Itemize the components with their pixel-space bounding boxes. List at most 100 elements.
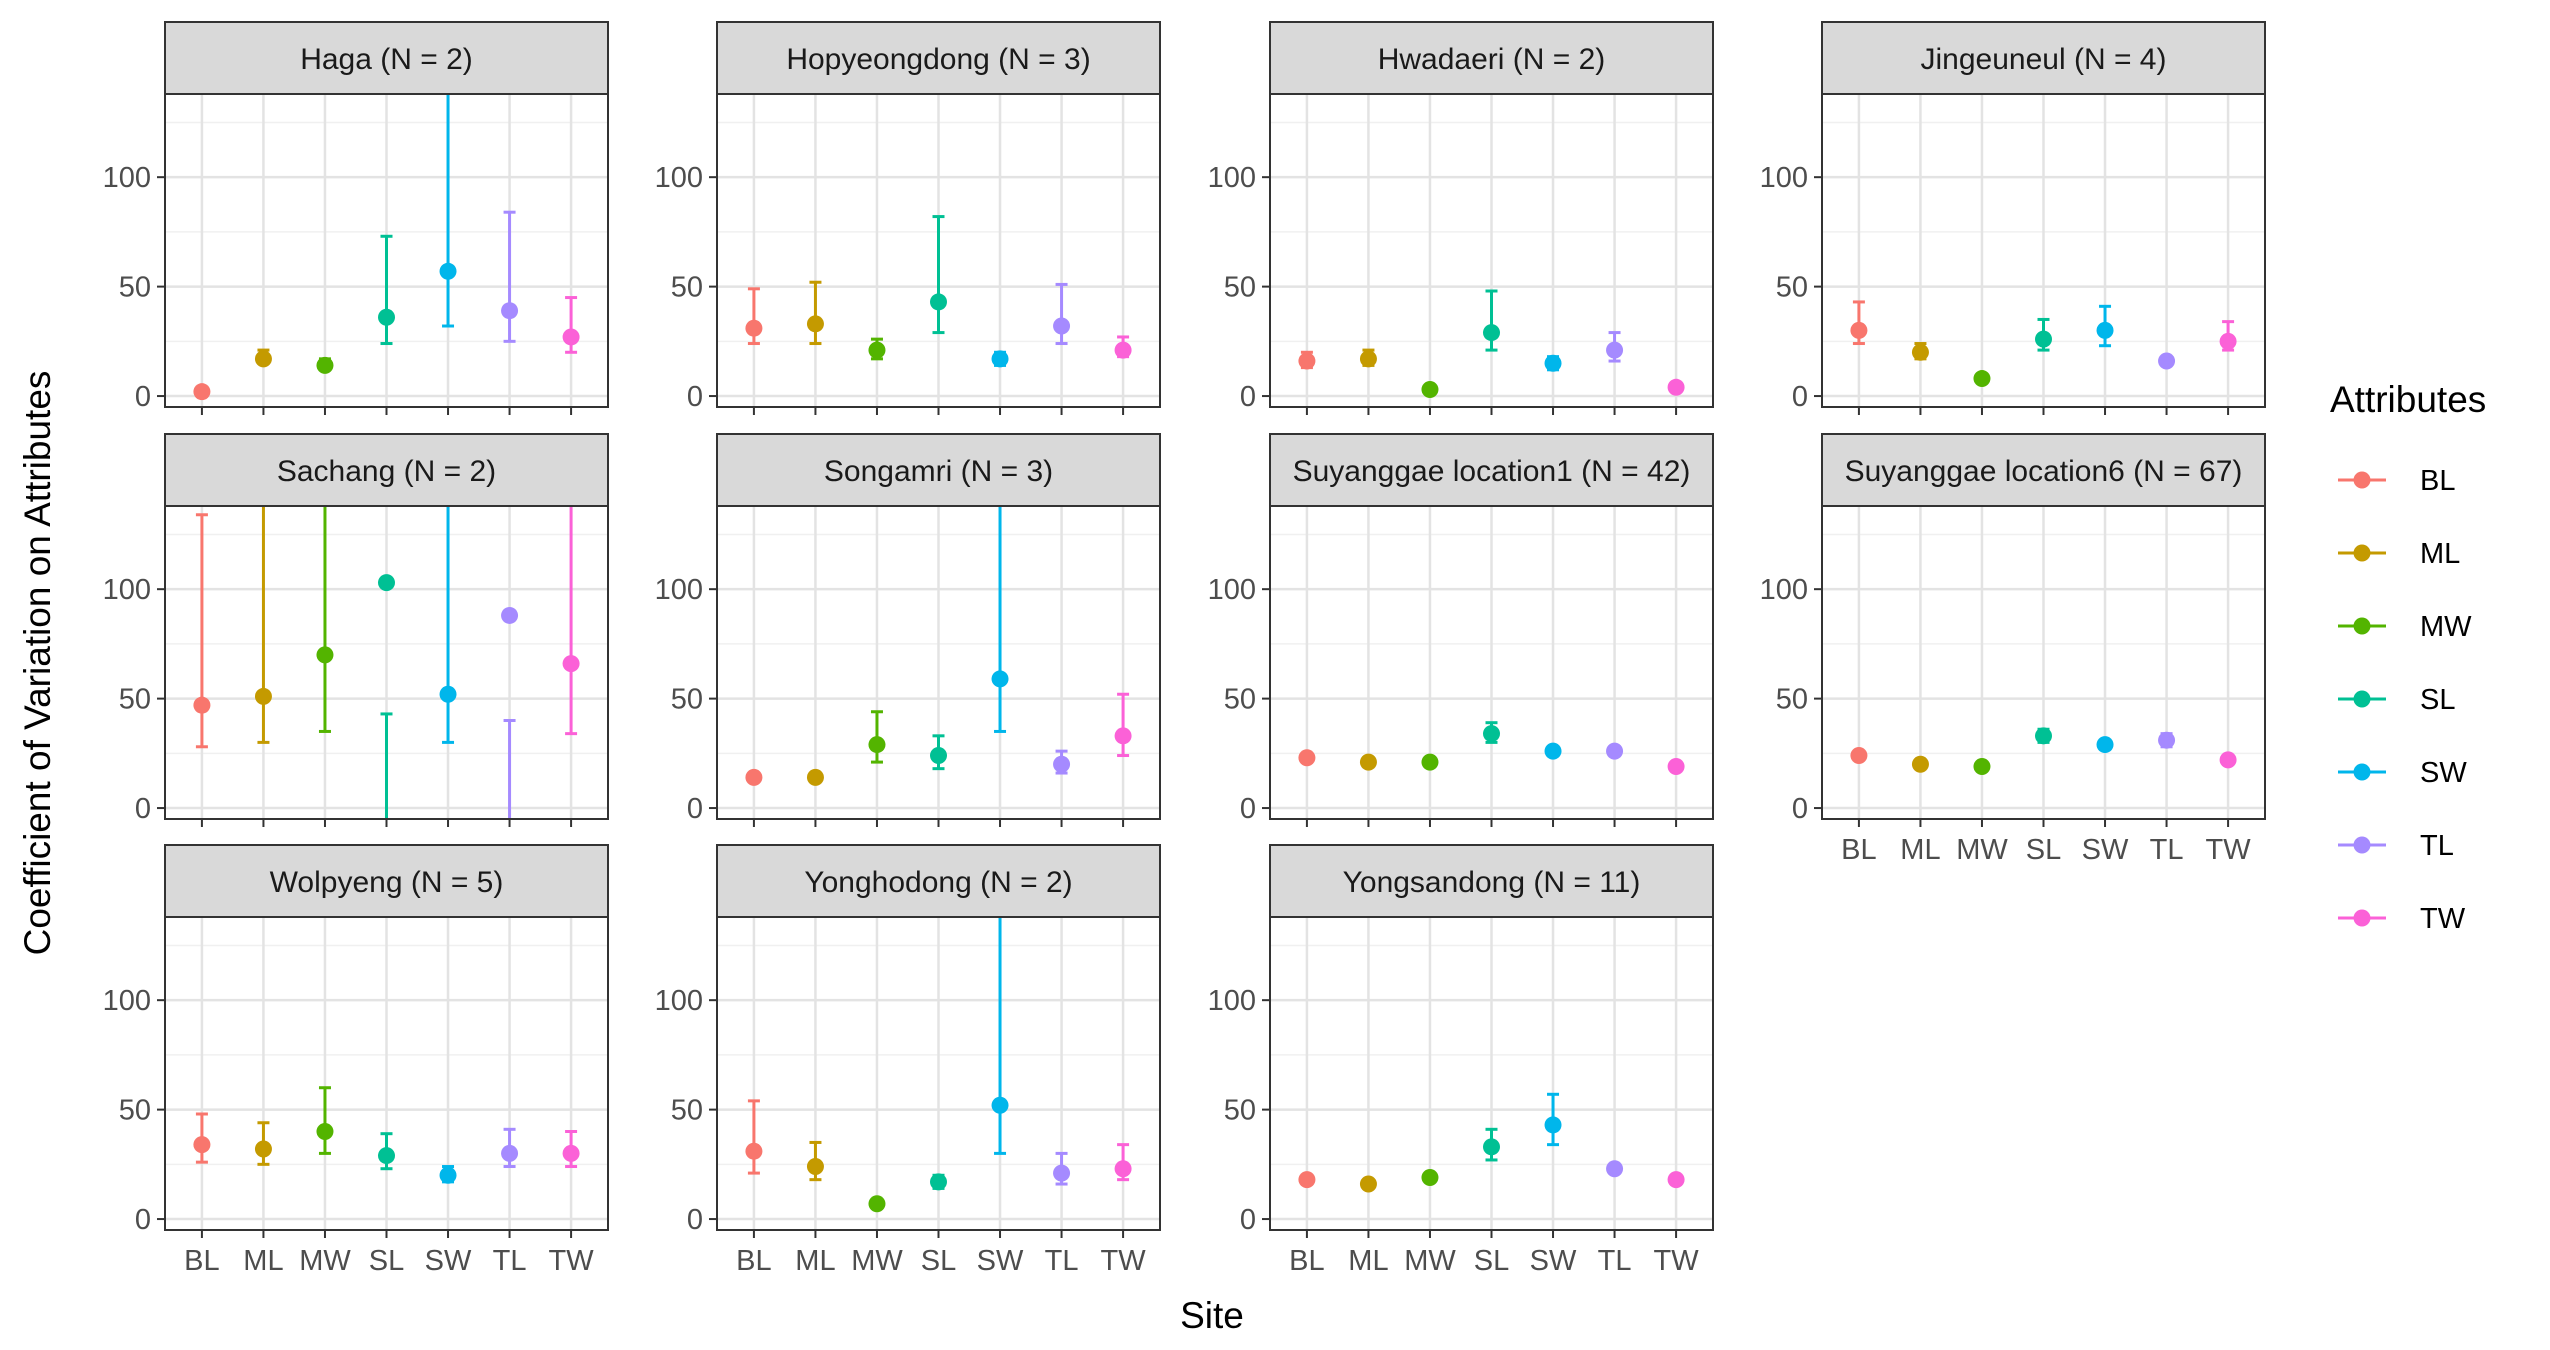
data-point bbox=[806, 315, 824, 333]
legend-label: TW bbox=[2420, 903, 2466, 935]
y-tick-label: 100 bbox=[1760, 162, 1808, 194]
y-tick-label: 100 bbox=[1208, 162, 1256, 194]
data-point bbox=[2035, 727, 2052, 745]
x-tick-label: TW bbox=[549, 1245, 595, 1277]
data-point bbox=[439, 685, 457, 703]
facet-title: Haga (N = 2) bbox=[300, 43, 473, 76]
x-tick-label: TW bbox=[1101, 1245, 1147, 1277]
legend-item: MW bbox=[2338, 611, 2472, 643]
data-layer bbox=[1298, 721, 1685, 775]
facet-title: Songamri (N = 3) bbox=[824, 455, 1053, 488]
facet-strip bbox=[716, 433, 1161, 507]
y-tick-label: 50 bbox=[119, 684, 151, 716]
x-tick-label: ML bbox=[1900, 834, 1940, 866]
data-point bbox=[991, 1096, 1009, 1114]
data-point bbox=[2158, 352, 2176, 370]
facet-strip bbox=[1821, 21, 2266, 95]
x-tick-label: BL bbox=[736, 1245, 771, 1277]
y-tick-label: 100 bbox=[103, 985, 151, 1017]
data-point bbox=[1298, 1171, 1316, 1189]
x-tick-label: BL bbox=[1841, 834, 1876, 866]
data-point bbox=[1973, 757, 1991, 775]
data-point bbox=[2096, 736, 2114, 754]
data-point bbox=[1667, 378, 1685, 396]
legend-item: ML bbox=[2338, 538, 2460, 570]
y-tick-label: 50 bbox=[671, 272, 703, 304]
data-point bbox=[2219, 751, 2237, 769]
data-point bbox=[1850, 321, 1868, 339]
data-point bbox=[1667, 1171, 1685, 1189]
x-tick-label: SW bbox=[977, 1245, 1024, 1277]
legend-item: TW bbox=[2338, 903, 2466, 935]
x-tick-label: TL bbox=[493, 1245, 527, 1277]
data-layer bbox=[1850, 300, 2237, 388]
y-tick-label: 0 bbox=[1792, 793, 1808, 825]
data-point bbox=[991, 670, 1009, 688]
facet-strip bbox=[1269, 21, 1714, 95]
data-point bbox=[868, 1195, 886, 1213]
data-point bbox=[1544, 1116, 1562, 1134]
legend-key-point bbox=[2353, 909, 2371, 927]
data-point bbox=[562, 655, 580, 673]
x-tick-label: SW bbox=[425, 1245, 472, 1277]
data-point bbox=[1053, 755, 1071, 773]
facet-title: Sachang (N = 2) bbox=[277, 455, 496, 488]
y-tick-label: 50 bbox=[671, 1095, 703, 1127]
x-tick-label: SW bbox=[2082, 834, 2129, 866]
y-tick-label: 0 bbox=[135, 1204, 151, 1236]
facet-strip bbox=[1821, 433, 2266, 507]
data-point bbox=[501, 606, 519, 624]
y-tick-label: 100 bbox=[1760, 574, 1808, 606]
data-point bbox=[1606, 742, 1624, 760]
data-point bbox=[193, 696, 211, 714]
data-point bbox=[930, 1173, 947, 1191]
facet-panel: Hopyeongdong (N = 3) 0 50 100 bbox=[655, 21, 1161, 415]
data-layer bbox=[745, 917, 1132, 1213]
legend-key-point bbox=[2353, 471, 2371, 489]
x-tick-label: MW bbox=[1404, 1245, 1456, 1277]
x-tick-label: TL bbox=[1045, 1245, 1079, 1277]
x-tick-label: ML bbox=[1348, 1245, 1388, 1277]
x-tick-label: MW bbox=[1956, 834, 2008, 866]
data-point bbox=[439, 262, 457, 280]
data-point bbox=[254, 350, 272, 368]
data-point bbox=[501, 302, 519, 320]
x-tick-label: TW bbox=[2206, 834, 2252, 866]
y-tick-label: 100 bbox=[655, 985, 703, 1017]
y-tick-label: 0 bbox=[135, 793, 151, 825]
y-tick-label: 0 bbox=[1240, 793, 1256, 825]
y-tick-label: 50 bbox=[671, 684, 703, 716]
legend-item: BL bbox=[2338, 465, 2455, 497]
data-point bbox=[1053, 1164, 1071, 1182]
y-tick-label: 100 bbox=[655, 162, 703, 194]
data-layer bbox=[1850, 727, 2237, 775]
x-tick-label: MW bbox=[299, 1245, 351, 1277]
data-point bbox=[2219, 332, 2237, 350]
y-tick-label: 50 bbox=[119, 1095, 151, 1127]
data-point bbox=[501, 1144, 519, 1162]
facet-panel: Hwadaeri (N = 2) 0 50 100 bbox=[1208, 21, 1714, 415]
data-point bbox=[1606, 1160, 1624, 1178]
facet-panel: Suyanggae location1 (N = 42) 0 50 100 bbox=[1208, 433, 1714, 827]
y-tick-label: 0 bbox=[687, 1204, 703, 1236]
data-layer bbox=[193, 1086, 580, 1184]
facet-panel: Haga (N = 2) 0 50 100 bbox=[103, 21, 609, 415]
data-point bbox=[1114, 1160, 1132, 1178]
data-point bbox=[868, 736, 886, 754]
x-tick-label: SW bbox=[1530, 1245, 1577, 1277]
y-tick-label: 50 bbox=[1776, 272, 1808, 304]
y-tick-label: 50 bbox=[119, 272, 151, 304]
data-point bbox=[2096, 321, 2114, 339]
facet-strip bbox=[1269, 433, 1714, 507]
data-point bbox=[930, 293, 947, 311]
data-point bbox=[1421, 1168, 1439, 1186]
facet-panel: Jingeuneul (N = 4) 0 50 100 bbox=[1760, 21, 2266, 415]
legend-title: Attributes bbox=[2330, 379, 2486, 420]
data-point bbox=[316, 356, 334, 374]
data-point bbox=[1298, 749, 1316, 767]
facet-title: Hopyeongdong (N = 3) bbox=[786, 43, 1090, 76]
legend-item: TL bbox=[2338, 830, 2454, 862]
facet-strip bbox=[164, 844, 609, 918]
data-point bbox=[1114, 341, 1132, 359]
legend-label: SL bbox=[2420, 684, 2455, 716]
